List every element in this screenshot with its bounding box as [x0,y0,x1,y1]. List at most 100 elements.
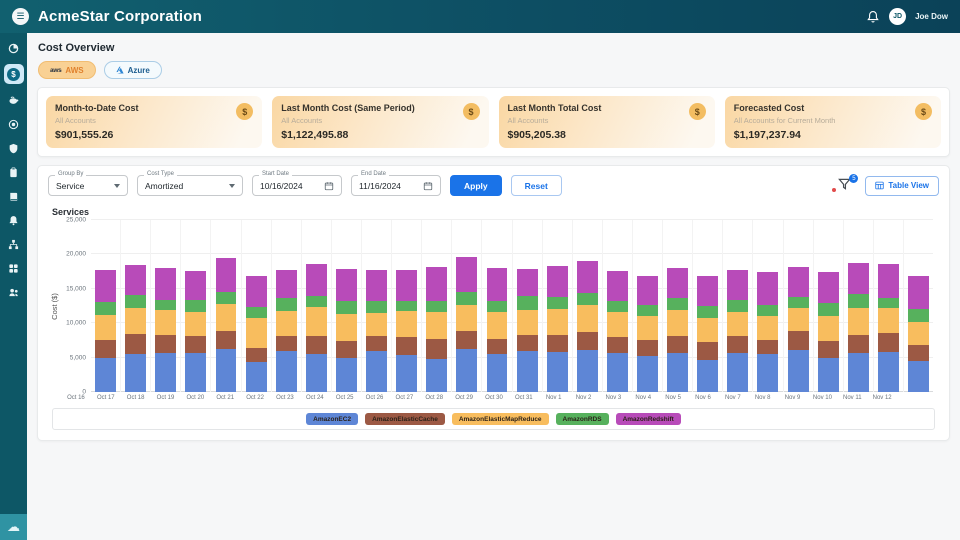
calendar-icon[interactable] [423,181,433,191]
legend-pill-amazonrds[interactable]: AmazonRDS [555,413,609,425]
bar-slot [692,220,722,392]
stacked-bar-nov-3[interactable] [637,220,658,392]
legend-pill-amazonec2[interactable]: AmazonEC2 [306,413,359,425]
card-month-to-date: Month-to-Date Cost All Accounts $901,555… [46,96,263,148]
bar-segment-amazonelasticcache [456,330,478,349]
sidebar-item-security[interactable] [4,140,24,156]
bar-slot [150,220,180,392]
stacked-bar-oct-21[interactable] [245,220,267,392]
sidebar-item-optimization[interactable] [4,116,24,132]
bar-segment-amazonrds [426,300,448,313]
stacked-bar-oct-30[interactable] [516,220,538,392]
stacked-bar-nov-12[interactable] [908,220,929,392]
bar-segment-amazonredshift [275,269,297,299]
legend-pill-amazonelasticmapreduce[interactable]: AmazonElasticMapReduce [451,413,549,425]
calendar-icon[interactable] [324,181,334,191]
stacked-bar-oct-25[interactable] [366,220,388,392]
stacked-bar-oct-20[interactable] [215,220,237,392]
sidebar-item-docs[interactable] [4,188,24,204]
bar-segment-amazonrds [697,306,719,318]
bar-segment-amazonec2 [396,354,418,392]
bar-slot [481,220,511,392]
stacked-bar-oct-27[interactable] [426,220,448,392]
bar-segment-amazonrds [305,296,327,308]
sidebar-item-savings[interactable] [4,92,24,108]
stacked-bar-nov-7[interactable] [757,220,779,392]
bar-segment-amazonec2 [275,351,297,392]
menu-icon[interactable]: ☰ [12,8,29,25]
sidebar-item-apps[interactable] [4,260,24,276]
bar-segment-amazonelasticcache [305,335,327,355]
stacked-bar-oct-29[interactable] [486,220,508,392]
stacked-bar-oct-17[interactable] [125,220,147,392]
stacked-bar-oct-16[interactable] [95,220,117,392]
tab-aws[interactable]: aws AWS [38,61,96,79]
sidebar-item-reports[interactable] [4,164,24,180]
legend-pill-amazonredshift[interactable]: AmazonRedshift [615,413,681,425]
table-view-button[interactable]: Table View [865,175,939,196]
bar-segment-amazonelasticmapreduce [426,312,448,340]
reset-button[interactable]: Reset [510,175,562,196]
bar-slot [752,220,782,392]
stacked-bar-oct-31[interactable] [546,220,568,392]
sidebar-item-cost-overview[interactable]: $ [3,64,24,84]
x-tick-label: Oct 24 [305,395,324,401]
x-tick-label: Nov 12 [872,395,892,401]
target-icon [8,119,19,129]
bar-segment-amazonelasticmapreduce [396,310,418,337]
bar-segment-amazonelasticcache [727,336,749,354]
stacked-bar-oct-24[interactable] [335,220,357,392]
legend-pill-amazonelasticcache[interactable]: AmazonElasticCache [365,413,445,425]
stacked-bar-oct-26[interactable] [396,220,418,392]
stacked-bar-oct-18[interactable] [155,220,177,392]
x-tick-label: Nov 7 [724,395,741,401]
stacked-bar-nov-4[interactable] [667,220,689,392]
cost-type-select[interactable]: Cost Type Amortized [137,171,243,196]
stacked-bar-nov-10[interactable] [847,220,869,392]
stacked-bar-nov-9[interactable] [817,220,839,392]
chart-legend: AmazonEC2 AmazonElasticCache AmazonElastic… [52,408,935,430]
end-date-value: 11/16/2024 [359,180,401,191]
stacked-bar-oct-22[interactable] [275,220,297,392]
bar-segment-amazonelasticcache [847,334,869,353]
cost-type-label: Cost Type [144,171,177,177]
user-avatar[interactable]: JD [889,8,907,25]
filter-funnel-icon[interactable]: 5 [832,174,859,193]
cost-type-value: Amortized [145,180,184,191]
bar-segment-amazonelasticcache [576,332,598,351]
sidebar-item-dashboard[interactable] [4,40,24,56]
card-subtitle: All Accounts [281,116,323,125]
start-date-input[interactable]: Start Date 10/16/2024 [252,171,342,196]
stacked-bar-oct-19[interactable] [185,220,207,392]
stacked-bar-nov-6[interactable] [727,220,749,392]
sidebar-item-alerts[interactable] [4,212,24,228]
bar-segment-amazonelasticcache [546,334,568,353]
bar-segment-amazonelasticmapreduce [697,317,719,342]
apply-button[interactable]: Apply [450,175,502,196]
y-tick-label: 25,000 [66,216,86,224]
card-title: Last Month Total Cost [507,103,602,113]
stacked-bar-nov-2[interactable] [606,220,628,392]
tab-azure[interactable]: Azure [103,61,162,79]
notifications-bell-icon[interactable] [866,10,880,24]
sidebar-item-users[interactable] [4,284,24,300]
bar-segment-amazonelasticmapreduce [456,304,478,331]
stacked-bar-oct-28[interactable] [456,220,478,392]
bar-segment-amazonec2 [546,352,568,392]
stacked-bar-oct-23[interactable] [305,220,327,392]
bar-segment-amazonredshift [245,275,267,307]
bar-slot [391,220,421,392]
stacked-bar-nov-8[interactable] [787,220,809,392]
sidebar-item-integrations[interactable] [4,236,24,252]
cloud-icon[interactable]: ☁ [0,514,27,540]
dollar-icon: $ [688,103,706,120]
bar-segment-amazonec2 [697,359,719,392]
bar-segment-amazonrds [576,292,598,306]
end-date-input[interactable]: End Date 11/16/2024 [351,171,441,196]
group-by-select[interactable]: Group By Service [48,171,128,196]
bar-segment-amazonelasticmapreduce [366,312,388,337]
stacked-bar-nov-1[interactable] [576,220,598,392]
stacked-bar-nov-5[interactable] [697,220,719,392]
bar-segment-amazonredshift [335,268,357,302]
stacked-bar-nov-11[interactable] [877,220,899,392]
